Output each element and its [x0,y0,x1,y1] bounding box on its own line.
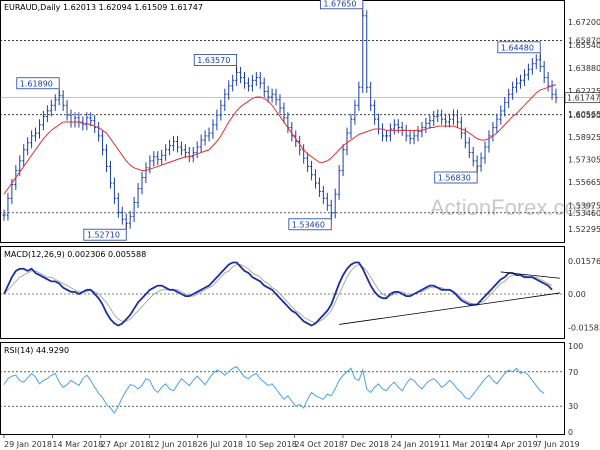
annotation-box [319,0,364,10]
price-tick-label: 1.62225 [568,87,600,96]
moving-average-line [3,84,557,195]
price-tick-label: 1.65540 [568,41,600,50]
price-tick-label: 1.53975 [568,202,600,211]
annotation-label: 1.64480 [501,43,534,52]
macd-tick-label: 0.00 [568,290,586,299]
annotation-label: 1.67650 [323,0,356,8]
rsi-tick-label: 30 [568,402,578,411]
x-tick-label: 7 Dec 2018 [343,440,389,449]
price-tick-label: 1.55665 [568,178,600,187]
rsi-tick-label: 100 [568,342,583,351]
price-tick-label: 1.57305 [568,155,600,164]
x-tick-label: 14 Mar 2018 [52,440,103,449]
annotation-label: 1.61890 [20,79,53,88]
price-tick-label: 1.60565 [568,110,600,119]
x-tick-label: 26 Jul 2018 [198,440,243,449]
x-tick-label: 29 Jan 2018 [4,440,52,449]
annotation-label: 1.63570 [197,56,230,65]
x-tick-label: 24 Oct 2018 [295,440,344,449]
x-tick-label: 24 Apr 2019 [488,440,537,449]
level-label: 1.60520 [568,111,600,120]
macd-tick-label: -0.015834 [568,323,600,332]
price-tick-label: 1.63880 [568,64,600,73]
rsi-header: RSI(14) 44.9290 [4,346,69,355]
price-panel-frame [0,0,565,243]
rsi-tick-label: 70 [568,368,578,377]
annotation-box [83,228,127,241]
macd-signal-line [3,264,553,324]
x-tick-label: 7 Jun 2019 [537,440,580,449]
annotation-label: 1.53460 [292,220,325,229]
macd-line [3,261,553,327]
price-tick-label: 1.67200 [568,18,600,27]
annotation-label: 1.56830 [438,174,471,183]
current-price-label: 1.61747 [567,94,600,103]
rsi-panel-frame [0,342,565,435]
level-label: 1.65870 [568,37,600,46]
x-tick-label: 12 Jun 2018 [149,440,197,449]
price-tick-label: 1.52295 [568,225,600,234]
annotation-box [16,77,60,90]
annotation-box [497,41,541,54]
macd-header: MACD(12,26,9) 0.002306 0.005588 [4,250,146,259]
x-tick-label: 11 Mar 2019 [440,440,491,449]
annotation-label: 1.52710 [87,231,120,240]
macd-support-trendline [339,292,561,325]
x-tick-label: 27 Apr 2018 [101,440,150,449]
annotation-box [434,171,478,184]
rsi-tick-label: 0 [568,428,573,437]
level-label: 1.53460 [568,209,600,218]
annotation-box [193,54,238,66]
watermark: ActionForex.com [430,195,595,220]
current-price-box [564,92,600,104]
rsi-line [3,366,545,414]
main-header: EURAUD,Daily 1.62013 1.62094 1.61509 1.6… [4,3,203,12]
price-tick-label: 1.58925 [568,133,600,142]
macd-panel-frame [0,246,565,339]
macd-tick-label: 0.015762 [568,257,600,266]
annotation-box [288,218,332,231]
macd-resistance-trendline [500,271,561,279]
x-tick-label: 24 Jan 2019 [391,440,439,449]
x-tick-label: 10 Sep 2018 [246,440,297,449]
